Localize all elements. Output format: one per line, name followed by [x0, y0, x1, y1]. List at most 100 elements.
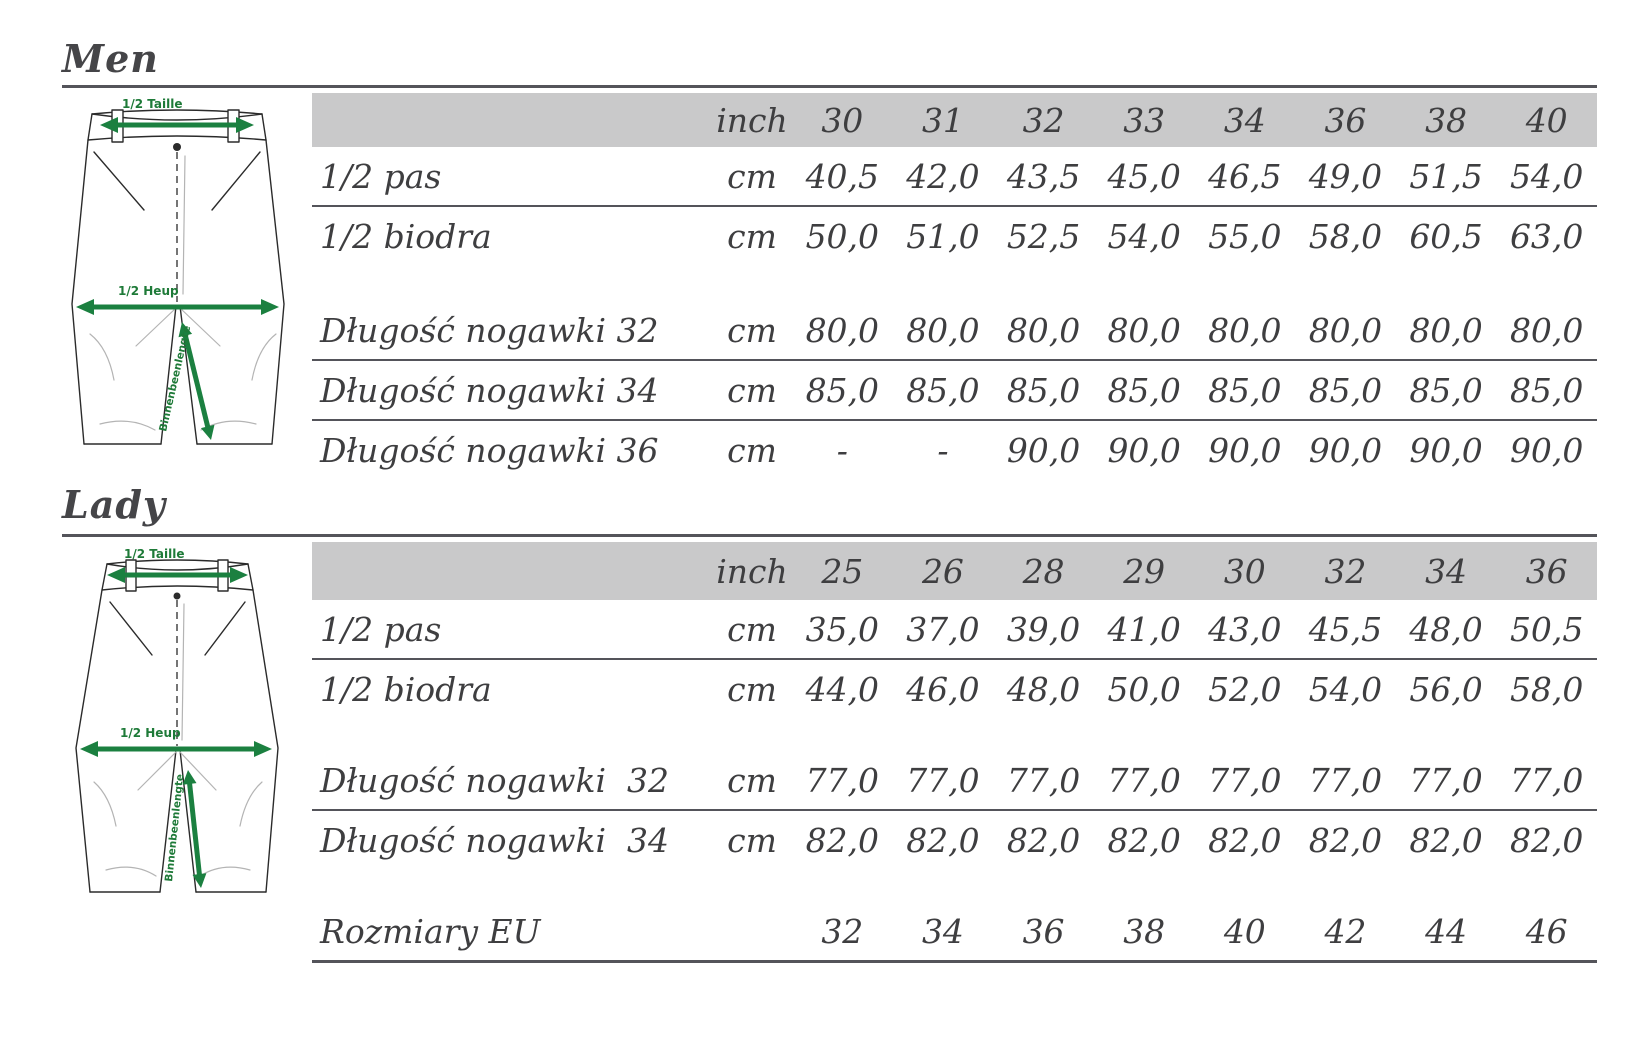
- table-cell: 50,0: [805, 216, 880, 256]
- column-header: 36: [1525, 551, 1568, 591]
- table-cell: 80,0: [1107, 310, 1181, 350]
- table-cell: 52,5: [1006, 216, 1081, 256]
- unit-cell: cm: [727, 370, 777, 410]
- table-cell: 39,0: [1006, 609, 1081, 649]
- column-header: 34: [1425, 551, 1468, 591]
- unit-cell: cm: [727, 310, 777, 350]
- section-heading-lady: Lady: [62, 482, 166, 527]
- pants-outline-icon: [71, 109, 285, 445]
- row-label: 1/2 biodra: [320, 669, 492, 709]
- table-cell: 45,0: [1107, 156, 1181, 196]
- unit-cell: cm: [727, 760, 777, 800]
- lady-heading-rule: [62, 534, 1597, 537]
- table-header-row: inch 25 26 28 29 30 32 34 36: [312, 542, 1597, 600]
- table-cell: 82,0: [1107, 820, 1181, 860]
- table-cell: 37,0: [906, 609, 980, 649]
- table-cell: 85,0: [1308, 370, 1383, 410]
- table-cell: 82,0: [906, 820, 980, 860]
- table-cell: 51,5: [1409, 156, 1483, 196]
- row-label: 1/2 biodra: [320, 216, 492, 256]
- table-cell: 77,0: [906, 760, 980, 800]
- column-header: 33: [1123, 100, 1166, 140]
- table-cell: 58,0: [1308, 216, 1383, 256]
- table-cell: 40: [1223, 911, 1266, 951]
- table-cell: 36: [1022, 911, 1065, 951]
- table-cell: 82,0: [1208, 820, 1282, 860]
- table-cell: 80,0: [805, 310, 880, 350]
- table-cell: 80,0: [1308, 310, 1383, 350]
- row-label: Długość nogawki 32: [320, 760, 669, 800]
- table-cell: 48,0: [1409, 609, 1483, 649]
- table-row: Długość nogawki 32 cm 77,0 77,0 77,0 77,0 77,0…: [312, 751, 1597, 811]
- row-label: Długość nogawki 34: [320, 820, 669, 860]
- table-cell: 54,0: [1509, 156, 1584, 196]
- table-cell: 77,0: [1509, 760, 1584, 800]
- binnenbeen-arrow: Binnenbeenlengte: [163, 770, 207, 888]
- row-label: Długość nogawki 36: [320, 430, 659, 470]
- column-header: 25: [821, 551, 864, 591]
- table-cell: 49,0: [1308, 156, 1383, 196]
- column-header: 32: [1022, 100, 1065, 140]
- table-cell: 45,5: [1308, 609, 1383, 649]
- binnenbeen-arrow: Binnenbeenlengte: [157, 322, 215, 440]
- table-cell: 77,0: [1006, 760, 1081, 800]
- column-header: 34: [1223, 100, 1266, 140]
- table-row: Rozmiary EU 32 34 36 38 40 42 44 46: [312, 902, 1597, 963]
- table-cell: 46,5: [1208, 156, 1282, 196]
- pants-outline-icon: [75, 559, 279, 893]
- taille-arrow: 1/2 Taille: [107, 547, 248, 583]
- binnenbeen-label: Binnenbeenlengte: [157, 324, 193, 432]
- table-cell: 90,0: [1509, 430, 1584, 470]
- table-cell: 50,0: [1107, 669, 1181, 709]
- heup-arrow: 1/2 Heup: [80, 726, 272, 757]
- table-cell: 80,0: [1409, 310, 1483, 350]
- column-header: 29: [1123, 551, 1166, 591]
- table-cell: 90,0: [1409, 430, 1483, 470]
- table-cell: 77,0: [1308, 760, 1383, 800]
- table-row: 1/2 pas cm 35,0 37,0 39,0 41,0 43,0 45,5 48,0 50,…: [312, 600, 1597, 660]
- table-cell: 77,0: [1208, 760, 1282, 800]
- table-cell: 44: [1425, 911, 1468, 951]
- table-cell: 82,0: [1308, 820, 1383, 860]
- table-cell: 46: [1525, 911, 1568, 951]
- table-cell: 80,0: [906, 310, 980, 350]
- table-cell: 54,0: [1308, 669, 1383, 709]
- row-label: 1/2 pas: [320, 609, 442, 649]
- table-cell: 85,0: [805, 370, 880, 410]
- table-cell: 82,0: [1006, 820, 1081, 860]
- table-cell: 85,0: [1107, 370, 1181, 410]
- table-cell: 85,0: [1208, 370, 1282, 410]
- taille-label: 1/2 Taille: [124, 547, 184, 561]
- table-cell: 40,5: [805, 156, 880, 196]
- column-header: 36: [1324, 100, 1367, 140]
- table-row: 1/2 biodra cm 50,0 51,0 52,5 54,0 55,0 58,0 60,5…: [312, 207, 1597, 265]
- table-cell: 90,0: [1006, 430, 1081, 470]
- table-cell: 48,0: [1006, 669, 1081, 709]
- table-cell: 80,0: [1509, 310, 1584, 350]
- table-cell: 51,0: [906, 216, 980, 256]
- table-cell: 58,0: [1509, 669, 1584, 709]
- table-cell: 50,5: [1509, 609, 1584, 649]
- table-cell: 90,0: [1208, 430, 1282, 470]
- table-cell: 77,0: [805, 760, 880, 800]
- table-cell: 85,0: [1006, 370, 1081, 410]
- table-cell: 90,0: [1107, 430, 1181, 470]
- column-header: 38: [1425, 100, 1468, 140]
- table-cell: 80,0: [1208, 310, 1282, 350]
- table-cell: 85,0: [906, 370, 980, 410]
- column-header: 32: [1324, 551, 1367, 591]
- table-cell: 63,0: [1509, 216, 1584, 256]
- table-row: Długość nogawki 34 cm 85,0 85,0 85,0 85,0 85,0…: [312, 361, 1597, 421]
- table-cell: 60,5: [1409, 216, 1483, 256]
- table-row: Długość nogawki 36 cm - - 90,0 90,0 90,0 90,0 90…: [312, 421, 1597, 479]
- table-cell: 82,0: [1509, 820, 1584, 860]
- table-cell: 42,0: [906, 156, 980, 196]
- table-cell: 32: [821, 911, 864, 951]
- unit-cell: cm: [727, 820, 777, 860]
- table-row: Długość nogawki 32 cm 80,0 80,0 80,0 80,0 80,0…: [312, 301, 1597, 361]
- row-label: 1/2 pas: [320, 156, 442, 196]
- unit-header: inch: [716, 551, 788, 591]
- taille-arrow: 1/2 Taille: [100, 97, 254, 133]
- row-group-spacer: [312, 265, 1597, 301]
